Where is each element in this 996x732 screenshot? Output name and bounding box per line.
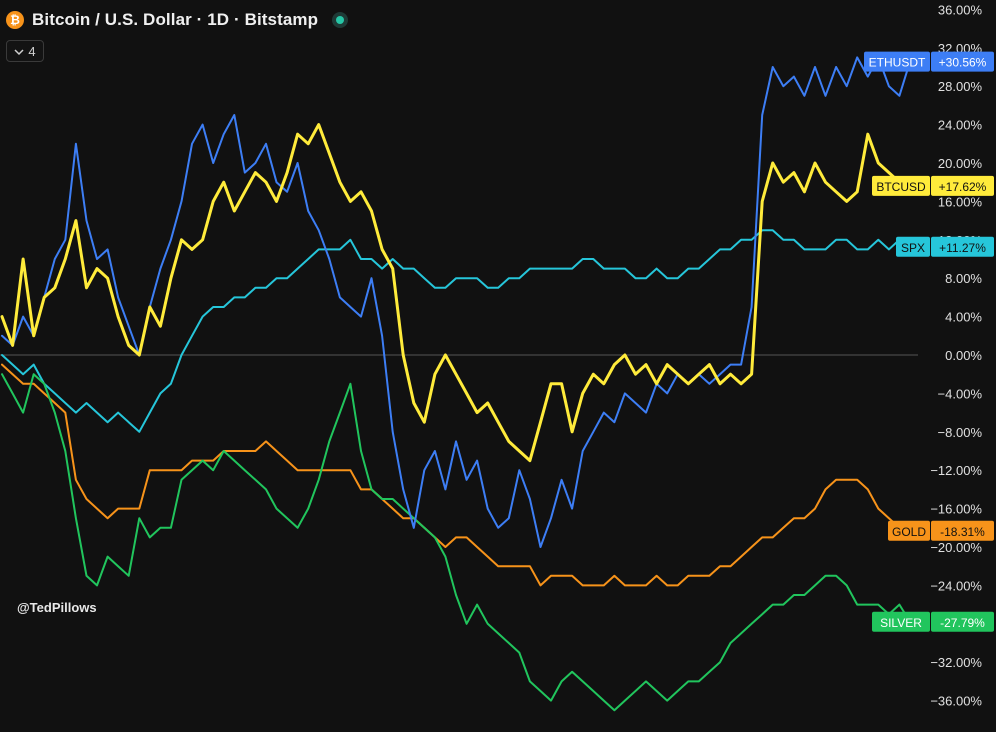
y-tick-label: 36.00% <box>938 2 983 17</box>
series-value-label: -27.79% <box>940 616 985 630</box>
series-name-badge <box>888 520 930 541</box>
market-status-icon[interactable] <box>332 12 349 28</box>
y-tick-label: 24.00% <box>938 118 983 133</box>
series-tag-silver: SILVER -27.79% <box>872 611 994 632</box>
y-tick-label: −32.00% <box>930 655 982 670</box>
symbol-header: ₿ Bitcoin / U.S. Dollar · 1D · Bitstamp <box>6 8 349 32</box>
y-tick-label: −4.00% <box>938 386 983 401</box>
y-tick-label: −24.00% <box>930 578 982 593</box>
indicator-count: 4 <box>28 43 36 59</box>
series-value-label: -18.31% <box>940 525 985 539</box>
author-watermark: @TedPillows <box>17 600 97 615</box>
y-tick-label: −8.00% <box>938 425 983 440</box>
series-line-gold <box>1 363 911 587</box>
series-value-label: +11.27% <box>939 241 986 255</box>
series-name-badge <box>872 175 930 196</box>
y-tick-label: 4.00% <box>945 310 982 325</box>
y-tick-label: −16.00% <box>930 502 982 517</box>
series-name-label: BTCUSD <box>876 180 926 194</box>
series-value-badge <box>931 611 994 632</box>
series-line-spx <box>1 229 911 433</box>
series-value-label: +17.62% <box>939 180 987 194</box>
y-tick-label: 16.00% <box>938 194 983 209</box>
chevron-down-icon <box>14 44 24 59</box>
series-tag-ethusdt: ETHUSDT +30.56% <box>864 51 994 72</box>
series-value-label: +30.56% <box>939 56 987 70</box>
series-name-badge <box>864 51 930 72</box>
series-value-badge <box>931 520 994 541</box>
chart-title[interactable]: Bitcoin / U.S. Dollar · 1D · Bitstamp <box>32 10 319 29</box>
series-value-badge <box>931 236 994 257</box>
series-name-label: SILVER <box>880 616 922 630</box>
series-name-badge <box>872 611 930 632</box>
y-tick-label: 28.00% <box>938 79 983 94</box>
y-tick-label: −12.00% <box>930 463 982 478</box>
series-line-silver <box>1 373 911 712</box>
series-tag-spx: SPX +11.27% <box>896 236 994 257</box>
y-tick-label: 8.00% <box>945 271 982 286</box>
y-tick-label: −36.00% <box>930 694 982 709</box>
series-tag-btcusd: BTCUSD +17.62% <box>872 175 994 196</box>
series-name-badge <box>896 236 930 257</box>
series-name-label: GOLD <box>892 525 926 539</box>
y-tick-label: 20.00% <box>938 156 983 171</box>
series-name-label: ETHUSDT <box>869 56 926 70</box>
series-value-badge <box>931 51 994 72</box>
y-tick-label: 0.00% <box>945 348 982 363</box>
series-value-badge <box>931 175 994 196</box>
series-tag-gold: GOLD -18.31% <box>888 520 994 541</box>
series-line-ethusdt <box>1 56 911 548</box>
series-name-label: SPX <box>901 241 925 255</box>
y-tick-label: −20.00% <box>930 540 982 555</box>
bitcoin-icon: ₿ <box>6 11 24 29</box>
series-line-btcusd <box>0 123 912 463</box>
collapse-indicators-button[interactable]: 4 <box>6 40 44 62</box>
